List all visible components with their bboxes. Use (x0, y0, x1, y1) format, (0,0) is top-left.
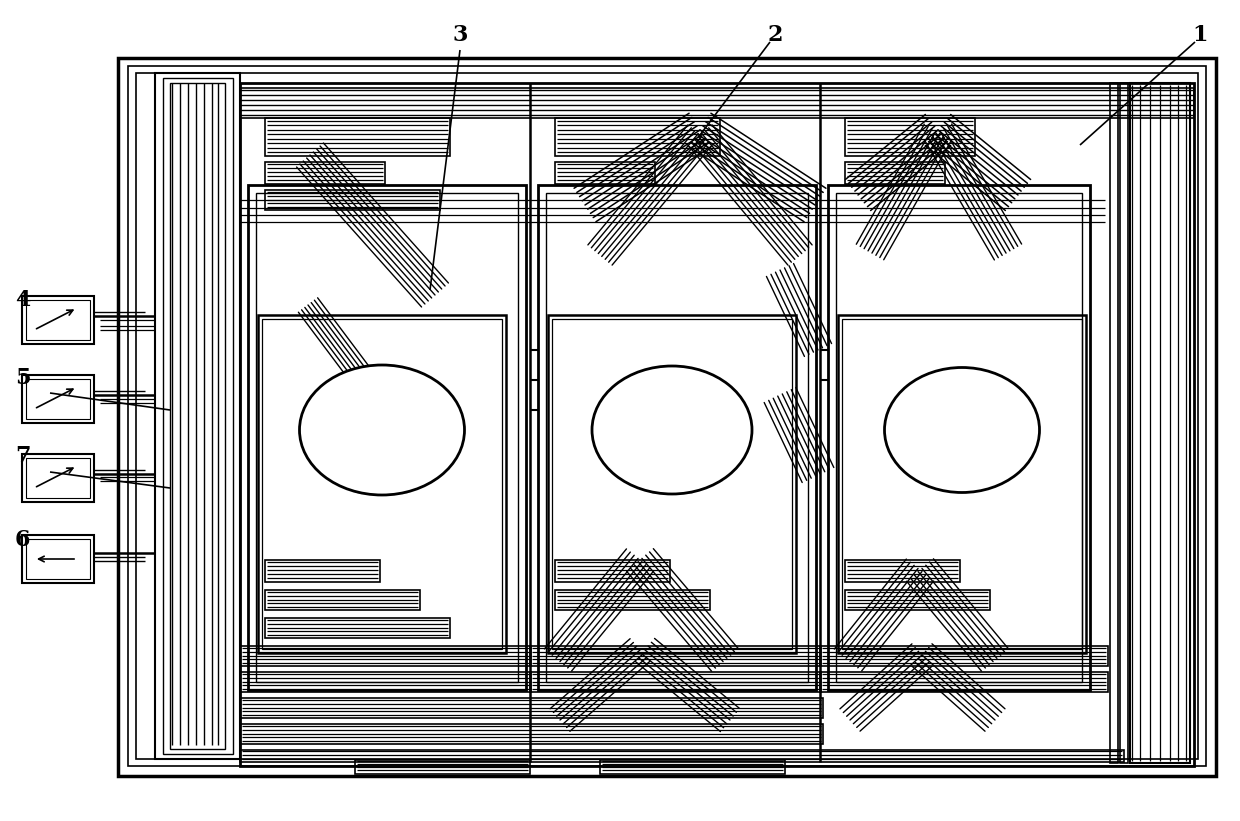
Bar (529, 646, 821, 666)
Bar (26, 379, 91, 419)
Bar (255, 193, 518, 682)
Bar (26, 458, 91, 498)
Bar (22, 375, 94, 423)
Bar (842, 319, 1083, 649)
Bar (265, 190, 440, 210)
Bar (265, 618, 450, 638)
Bar (556, 118, 720, 156)
Bar (1130, 83, 1190, 763)
Bar (1110, 83, 1118, 763)
Bar (1120, 83, 1128, 763)
Bar (600, 760, 785, 774)
Bar (26, 539, 91, 579)
Text: 2: 2 (768, 24, 782, 46)
Bar (26, 300, 91, 340)
Bar (265, 590, 420, 610)
Bar (136, 73, 1198, 759)
Bar (170, 83, 224, 749)
Bar (844, 162, 945, 184)
Bar (265, 162, 384, 184)
Bar (548, 315, 796, 653)
Bar (258, 315, 506, 653)
Bar (844, 118, 975, 156)
Bar (241, 698, 823, 718)
Bar (529, 672, 821, 692)
Bar (265, 118, 450, 156)
Bar (241, 672, 531, 692)
Bar (22, 535, 94, 583)
Text: 5: 5 (15, 367, 31, 389)
Text: 1: 1 (1192, 24, 1208, 46)
Bar (241, 724, 823, 744)
Bar (248, 185, 526, 690)
Bar (820, 646, 1109, 666)
Text: 3: 3 (453, 24, 467, 46)
Bar (241, 88, 1194, 118)
Ellipse shape (300, 365, 465, 495)
Bar (22, 296, 94, 344)
Bar (262, 319, 502, 649)
Bar (556, 590, 711, 610)
Bar (355, 760, 529, 774)
Text: 6: 6 (15, 529, 31, 551)
Bar (556, 162, 655, 184)
Bar (241, 83, 1194, 766)
Bar (546, 193, 808, 682)
Bar (828, 185, 1090, 690)
Bar (22, 454, 94, 502)
Bar (552, 319, 792, 649)
Text: 7: 7 (15, 445, 31, 467)
Bar (265, 560, 379, 582)
Bar (118, 58, 1216, 776)
Bar (241, 750, 1123, 762)
Bar (836, 193, 1083, 682)
Text: 4: 4 (15, 289, 30, 311)
Bar (820, 672, 1109, 692)
Ellipse shape (884, 368, 1039, 493)
Bar (556, 560, 670, 582)
Bar (844, 590, 990, 610)
Bar (844, 560, 960, 582)
Bar (838, 315, 1086, 653)
Bar (241, 646, 531, 666)
Bar (538, 185, 816, 690)
Bar (162, 78, 233, 754)
Ellipse shape (591, 366, 751, 494)
Bar (128, 66, 1207, 766)
Bar (155, 73, 241, 759)
